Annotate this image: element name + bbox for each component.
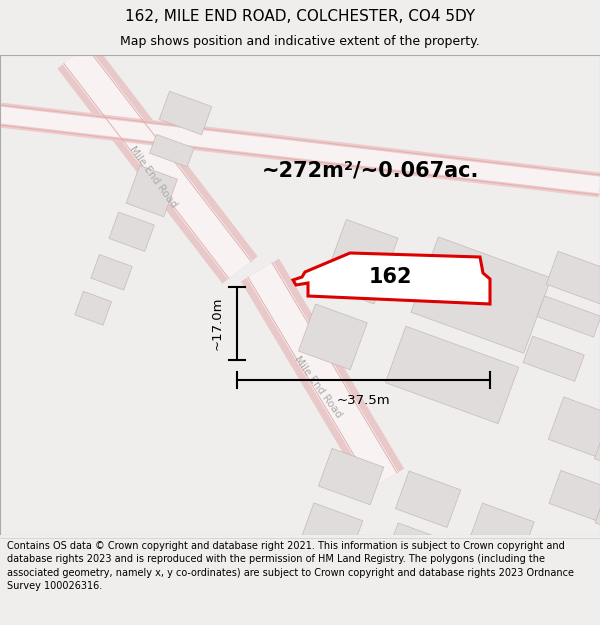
Polygon shape bbox=[507, 590, 564, 625]
Polygon shape bbox=[549, 471, 600, 521]
Text: ~17.0m: ~17.0m bbox=[211, 297, 224, 350]
Polygon shape bbox=[126, 166, 178, 217]
Text: Mile End Road: Mile End Road bbox=[292, 354, 344, 419]
Polygon shape bbox=[411, 237, 551, 353]
Polygon shape bbox=[298, 304, 367, 370]
Polygon shape bbox=[109, 212, 154, 251]
Polygon shape bbox=[595, 494, 600, 536]
Text: 162, MILE END ROAD, COLCHESTER, CO4 5DY: 162, MILE END ROAD, COLCHESTER, CO4 5DY bbox=[125, 9, 475, 24]
Polygon shape bbox=[451, 557, 515, 609]
Polygon shape bbox=[469, 503, 534, 559]
Text: Map shows position and indicative extent of the property.: Map shows position and indicative extent… bbox=[120, 35, 480, 48]
Text: ~37.5m: ~37.5m bbox=[337, 394, 391, 407]
Polygon shape bbox=[319, 448, 384, 505]
Text: Contains OS data © Crown copyright and database right 2021. This information is : Contains OS data © Crown copyright and d… bbox=[7, 541, 574, 591]
Text: 162: 162 bbox=[368, 267, 412, 287]
Polygon shape bbox=[149, 134, 194, 167]
Polygon shape bbox=[555, 619, 600, 625]
Polygon shape bbox=[322, 219, 398, 304]
Polygon shape bbox=[293, 253, 490, 304]
Polygon shape bbox=[75, 291, 112, 325]
Polygon shape bbox=[302, 503, 363, 554]
Text: Mile End Road: Mile End Road bbox=[127, 144, 179, 209]
Polygon shape bbox=[287, 552, 344, 598]
Polygon shape bbox=[386, 523, 445, 573]
Polygon shape bbox=[548, 397, 600, 458]
Polygon shape bbox=[546, 251, 600, 306]
Polygon shape bbox=[371, 565, 430, 615]
Polygon shape bbox=[395, 471, 461, 528]
Polygon shape bbox=[595, 421, 600, 474]
Polygon shape bbox=[537, 296, 600, 337]
Polygon shape bbox=[91, 254, 132, 290]
Polygon shape bbox=[571, 567, 600, 618]
Text: ~272m²/~0.067ac.: ~272m²/~0.067ac. bbox=[262, 160, 479, 180]
Polygon shape bbox=[324, 562, 376, 603]
Polygon shape bbox=[159, 91, 212, 135]
Polygon shape bbox=[579, 538, 600, 578]
Polygon shape bbox=[385, 326, 518, 424]
Polygon shape bbox=[523, 336, 584, 381]
Polygon shape bbox=[523, 539, 583, 593]
